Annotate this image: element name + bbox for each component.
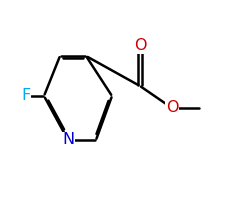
Text: N: N [62, 132, 74, 148]
Text: O: O [166, 100, 178, 116]
Text: O: O [134, 38, 146, 53]
Text: F: F [21, 88, 31, 104]
